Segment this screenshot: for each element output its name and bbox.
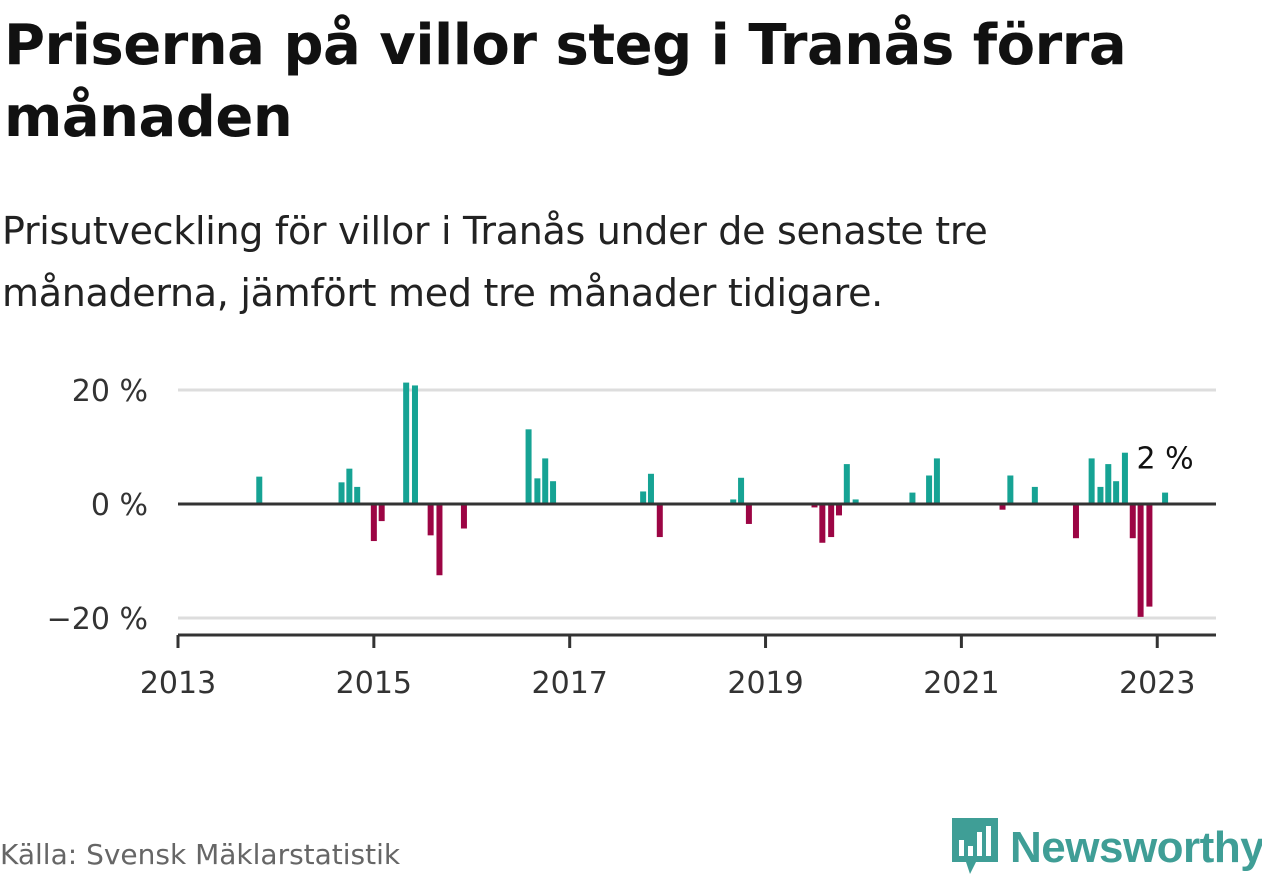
bars — [256, 382, 1169, 617]
bar — [1113, 481, 1120, 504]
bar — [436, 504, 443, 576]
bar — [550, 481, 557, 504]
bar — [640, 491, 647, 504]
bar — [346, 468, 353, 504]
bar — [1007, 475, 1014, 504]
y-tick-label: 20 % — [72, 374, 148, 409]
bar — [1105, 464, 1112, 504]
bar — [403, 382, 410, 504]
bar — [852, 499, 859, 504]
logo-text: Newsworthy — [1010, 823, 1262, 872]
bar — [819, 504, 826, 543]
bar — [1121, 452, 1128, 504]
bar — [933, 458, 940, 504]
bar — [411, 385, 418, 504]
x-axis-ticks: 2013 2015 2017 2019 2021 2023 — [140, 635, 1195, 701]
x-tick-label: 2013 — [140, 666, 216, 701]
bar — [354, 486, 361, 504]
bar — [909, 492, 916, 504]
bar — [1162, 492, 1169, 504]
bar — [835, 504, 842, 516]
bar — [1088, 458, 1095, 504]
bar — [534, 478, 541, 504]
bar — [427, 504, 434, 536]
chart-title: Priserna på villor steg i Tranås förra m… — [4, 13, 1127, 150]
bar — [1031, 486, 1038, 504]
bar — [1137, 504, 1144, 617]
bar — [542, 458, 549, 504]
x-tick-label: 2019 — [727, 666, 803, 701]
chart-subtitle: Prisutveckling för villor i Tranås under… — [2, 209, 988, 315]
bar — [378, 504, 385, 522]
x-tick-label: 2023 — [1119, 666, 1195, 701]
bar — [926, 475, 933, 504]
bar — [745, 504, 752, 524]
bar — [843, 464, 850, 504]
bar — [460, 504, 467, 529]
bar — [525, 429, 532, 504]
bar-chart: 20 % 0 % −20 % 2013 2015 2017 2019 2021 2023 2 … — [47, 374, 1216, 701]
bar — [256, 476, 263, 504]
bar — [730, 499, 737, 504]
bar — [999, 504, 1006, 510]
bar — [1072, 504, 1079, 539]
bar — [1097, 486, 1104, 504]
bar — [1129, 504, 1136, 539]
x-tick-label: 2017 — [532, 666, 608, 701]
newsworthy-logo[interactable]: Newsworthy — [950, 818, 1262, 878]
bar — [647, 473, 654, 504]
bar — [738, 477, 745, 504]
y-tick-label: −20 % — [47, 602, 148, 637]
bar — [370, 504, 377, 542]
bar — [828, 504, 835, 538]
y-tick-label: 0 % — [91, 488, 148, 523]
bar — [811, 504, 818, 508]
bar — [1146, 504, 1153, 607]
grid-lines — [178, 388, 1216, 620]
source-note: Källa: Svensk Mäklarstatistik — [0, 838, 401, 871]
x-tick-label: 2015 — [336, 666, 412, 701]
latest-value-annotation: 2 % — [1137, 442, 1194, 477]
y-axis-labels: 20 % 0 % −20 % — [47, 374, 148, 637]
x-tick-label: 2021 — [923, 666, 999, 701]
bar-chart-speech-bubble-icon — [950, 816, 1000, 879]
bar — [338, 482, 345, 504]
bar — [656, 504, 663, 538]
